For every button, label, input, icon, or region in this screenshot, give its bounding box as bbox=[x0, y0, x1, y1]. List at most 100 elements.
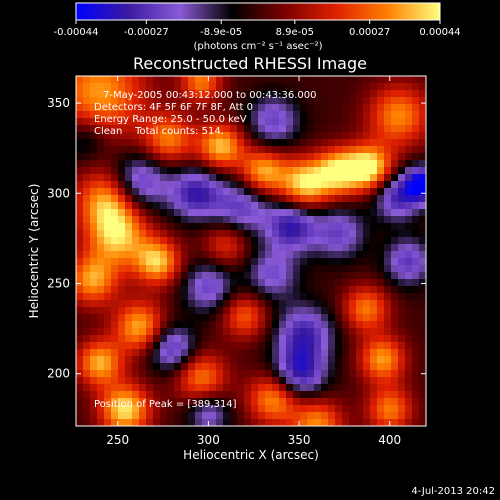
heatmap-cell bbox=[384, 342, 392, 350]
heatmap-cell bbox=[328, 342, 336, 350]
heatmap-cell bbox=[125, 279, 133, 287]
heatmap-cell bbox=[349, 132, 357, 140]
heatmap-cell bbox=[335, 384, 343, 392]
heatmap-cell bbox=[97, 286, 105, 294]
heatmap-cell bbox=[216, 412, 224, 420]
heatmap-cell bbox=[111, 265, 119, 273]
heatmap-cell bbox=[356, 202, 364, 210]
heatmap-cell bbox=[97, 251, 105, 259]
heatmap-cell bbox=[132, 286, 140, 294]
heatmap-cell bbox=[111, 307, 119, 315]
heatmap-cell bbox=[405, 405, 413, 413]
heatmap-cell bbox=[160, 160, 168, 168]
heatmap-cell bbox=[391, 279, 399, 287]
heatmap-cell bbox=[160, 286, 168, 294]
heatmap-cell bbox=[314, 272, 322, 280]
heatmap-cell bbox=[258, 258, 266, 266]
heatmap-cell bbox=[279, 342, 287, 350]
heatmap-cell bbox=[132, 300, 140, 308]
heatmap-cell bbox=[216, 258, 224, 266]
heatmap-cell bbox=[104, 419, 112, 427]
heatmap-cell bbox=[83, 293, 91, 301]
heatmap-cell bbox=[258, 83, 266, 91]
heatmap-cell bbox=[195, 307, 203, 315]
heatmap-cell bbox=[216, 83, 224, 91]
heatmap-cell bbox=[293, 342, 301, 350]
heatmap-cell bbox=[349, 237, 357, 245]
heatmap-cell bbox=[174, 391, 182, 399]
heatmap-cell bbox=[188, 125, 196, 133]
heatmap-cell bbox=[405, 412, 413, 420]
heatmap-cell bbox=[356, 391, 364, 399]
heatmap-cell bbox=[90, 76, 98, 84]
heatmap-cell bbox=[307, 272, 315, 280]
heatmap-cell bbox=[328, 363, 336, 371]
heatmap-cell bbox=[335, 342, 343, 350]
heatmap-cell bbox=[272, 132, 280, 140]
colorbar-tick-label: -0.00027 bbox=[124, 27, 169, 38]
heatmap-cell bbox=[279, 321, 287, 329]
heatmap-cell bbox=[391, 391, 399, 399]
heatmap-cell bbox=[265, 90, 273, 98]
heatmap-cell bbox=[286, 139, 294, 147]
heatmap-cell bbox=[279, 328, 287, 336]
heatmap-cell bbox=[132, 195, 140, 203]
heatmap-cell bbox=[174, 125, 182, 133]
heatmap-cell bbox=[209, 335, 217, 343]
heatmap-cell bbox=[293, 412, 301, 420]
heatmap-cell bbox=[412, 251, 420, 259]
heatmap-cell bbox=[132, 398, 140, 406]
heatmap-cell bbox=[286, 412, 294, 420]
heatmap-cell bbox=[307, 328, 315, 336]
heatmap-cell bbox=[167, 279, 175, 287]
heatmap-cell bbox=[195, 342, 203, 350]
heatmap-cell bbox=[237, 391, 245, 399]
heatmap-cell bbox=[97, 111, 105, 119]
heatmap-cell bbox=[160, 83, 168, 91]
heatmap-cell bbox=[398, 398, 406, 406]
heatmap-cell bbox=[139, 90, 147, 98]
heatmap-cell bbox=[279, 125, 287, 133]
heatmap-cell bbox=[370, 272, 378, 280]
heatmap-cell bbox=[314, 111, 322, 119]
heatmap-cell bbox=[370, 139, 378, 147]
heatmap-cell bbox=[293, 132, 301, 140]
heatmap-cell bbox=[216, 272, 224, 280]
heatmap-cell bbox=[237, 412, 245, 420]
heatmap-cell bbox=[384, 314, 392, 322]
heatmap-cell bbox=[342, 356, 350, 364]
heatmap-cell bbox=[342, 111, 350, 119]
heatmap-cell bbox=[90, 412, 98, 420]
heatmap-cell bbox=[244, 209, 252, 217]
heatmap-cell bbox=[307, 244, 315, 252]
heatmap-cell bbox=[146, 174, 154, 182]
heatmap-cell bbox=[90, 202, 98, 210]
heatmap-cell bbox=[181, 405, 189, 413]
heatmap-cell bbox=[272, 265, 280, 273]
heatmap-cell bbox=[223, 328, 231, 336]
heatmap-cell bbox=[272, 153, 280, 161]
heatmap-cell bbox=[279, 391, 287, 399]
heatmap-cell bbox=[76, 223, 84, 231]
heatmap-cell bbox=[111, 216, 119, 224]
heatmap-cell bbox=[160, 272, 168, 280]
heatmap-cell bbox=[412, 146, 420, 154]
heatmap-cell bbox=[258, 195, 266, 203]
heatmap-cell bbox=[321, 342, 329, 350]
heatmap-cell bbox=[349, 405, 357, 413]
heatmap-cell bbox=[223, 195, 231, 203]
heatmap-cell bbox=[370, 377, 378, 385]
heatmap-cell bbox=[356, 377, 364, 385]
heatmap-cell bbox=[405, 153, 413, 161]
heatmap-cell bbox=[286, 328, 294, 336]
heatmap-cell bbox=[391, 272, 399, 280]
heatmap-cell bbox=[405, 90, 413, 98]
heatmap-cell bbox=[146, 230, 154, 238]
heatmap-cell bbox=[216, 153, 224, 161]
heatmap-cell bbox=[286, 293, 294, 301]
heatmap-cell bbox=[377, 146, 385, 154]
heatmap-cell bbox=[356, 405, 364, 413]
heatmap-cell bbox=[405, 202, 413, 210]
heatmap-cell bbox=[146, 419, 154, 427]
heatmap-cell bbox=[195, 398, 203, 406]
